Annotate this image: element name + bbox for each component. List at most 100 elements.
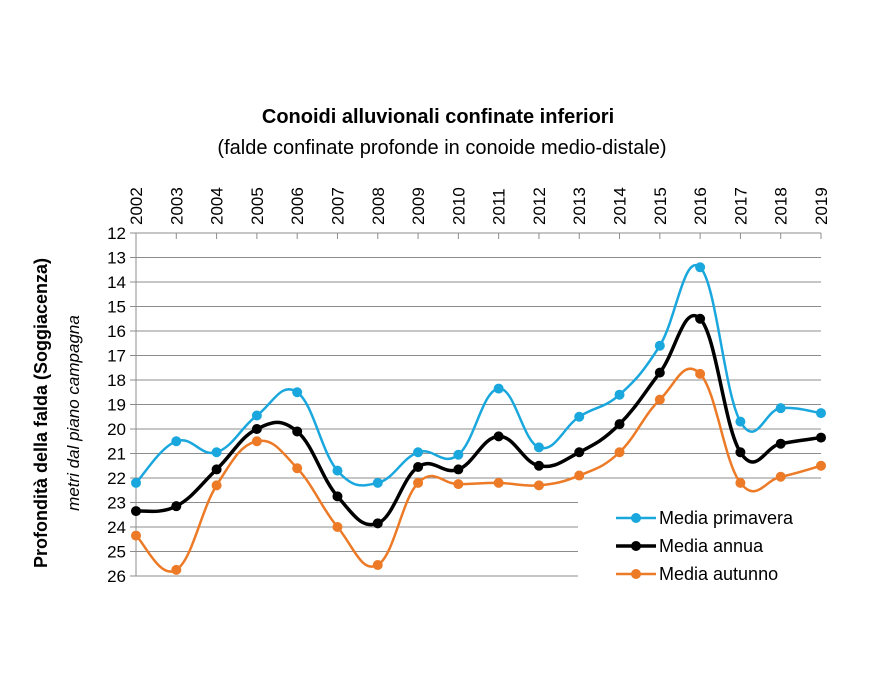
data-point — [574, 447, 585, 458]
x-tick-label: 2016 — [691, 187, 710, 225]
data-point — [251, 424, 262, 434]
x-tick-label: 2002 — [127, 187, 146, 225]
data-point — [574, 470, 585, 481]
data-point — [493, 477, 504, 488]
data-point — [372, 477, 383, 488]
data-point — [332, 522, 343, 532]
x-tick-label: 2009 — [409, 187, 428, 225]
data-point — [735, 447, 746, 458]
data-point — [332, 465, 343, 476]
x-tick-label: 2014 — [611, 187, 630, 225]
data-point — [413, 447, 424, 458]
data-point — [453, 449, 464, 460]
data-point — [654, 340, 665, 351]
data-point — [775, 403, 786, 414]
data-point — [735, 477, 746, 488]
series-line — [135, 367, 822, 573]
data-point — [493, 383, 504, 394]
data-point — [816, 408, 826, 419]
y-axis-label: Profondità della falda (Soggiacenza) — [31, 258, 51, 568]
series-media-autunno — [131, 367, 826, 575]
legend-label: Media primavera — [659, 508, 794, 528]
data-point — [413, 477, 424, 488]
y-tick-label: 16 — [107, 322, 126, 341]
data-point — [131, 506, 141, 517]
data-point — [533, 460, 544, 471]
data-point — [453, 464, 464, 475]
axes: 12 13 14 15 16 17 18 19 20 21 22 23 24 25 26 2002 2003 20… — [107, 187, 831, 586]
y-tick-label: 14 — [107, 273, 126, 292]
y-tick-label: 24 — [107, 518, 126, 537]
x-tick-label: 2008 — [369, 187, 388, 225]
data-point — [171, 564, 182, 575]
y-tick-label: 15 — [107, 298, 126, 317]
data-point — [372, 518, 383, 529]
y-tick-label: 23 — [107, 494, 126, 513]
x-tick-label: 2006 — [288, 187, 307, 225]
data-point — [775, 438, 786, 449]
data-point — [735, 416, 746, 427]
data-point — [533, 480, 544, 491]
data-point — [292, 426, 303, 437]
data-point — [614, 419, 625, 430]
y-axis-sublabel: metri dal piano campagna — [64, 315, 83, 511]
series-media-annua — [131, 313, 826, 529]
data-point — [533, 442, 544, 453]
data-point — [211, 464, 222, 475]
y-tick-label: 12 — [107, 224, 126, 243]
data-point — [775, 471, 786, 482]
data-point — [171, 501, 182, 512]
legend-item: Media autunno — [616, 564, 778, 584]
data-point — [493, 431, 504, 442]
chart-title: Conoidi alluvionali confinate inferiori — [262, 106, 614, 128]
y-tick-label: 17 — [107, 347, 126, 366]
x-tick-label: 2015 — [651, 187, 670, 225]
y-tick-label: 13 — [107, 249, 126, 268]
data-point — [332, 491, 343, 502]
legend-item: Media annua — [616, 536, 764, 556]
data-point — [614, 447, 625, 458]
data-point — [816, 432, 826, 443]
x-tick-label: 2007 — [328, 187, 347, 225]
data-point — [171, 436, 182, 447]
data-point — [654, 367, 665, 378]
x-tick-label: 2019 — [812, 187, 831, 225]
x-tick-label: 2010 — [449, 187, 468, 225]
data-point — [131, 477, 141, 488]
data-point — [251, 436, 262, 447]
data-point — [131, 530, 141, 541]
data-point — [453, 479, 464, 490]
data-point — [251, 410, 262, 421]
data-point — [211, 480, 222, 491]
y-tick-label: 19 — [107, 396, 126, 415]
data-point — [614, 389, 625, 400]
legend-label: Media autunno — [659, 564, 778, 584]
data-point — [372, 559, 383, 570]
data-point — [695, 262, 706, 273]
y-tick-label: 22 — [107, 469, 126, 488]
legend-swatch-marker — [631, 569, 641, 579]
data-point — [654, 394, 665, 405]
y-tick-label: 20 — [107, 420, 126, 439]
chart-subtitle: (falde confinate profonde in conoide med… — [217, 137, 666, 159]
data-point — [816, 460, 826, 471]
x-tick-label: 2011 — [490, 188, 509, 225]
y-tick-label: 18 — [107, 371, 126, 390]
legend-item: Media primavera — [616, 508, 794, 528]
data-point — [574, 411, 585, 422]
x-tick-label: 2017 — [731, 187, 750, 225]
x-tick-label: 2004 — [208, 187, 227, 225]
data-point — [292, 387, 303, 398]
x-tick-label: 2018 — [772, 187, 791, 225]
data-point — [211, 447, 222, 458]
data-point — [413, 461, 424, 472]
series-media-primavera — [131, 262, 826, 488]
legend-label: Media annua — [659, 536, 764, 556]
x-tick-label: 2012 — [530, 187, 549, 225]
y-tick-label: 25 — [107, 543, 126, 562]
legend-swatch-marker — [631, 541, 641, 551]
data-point — [695, 368, 706, 379]
x-tick-label: 2003 — [167, 187, 186, 225]
data-point — [292, 463, 303, 474]
